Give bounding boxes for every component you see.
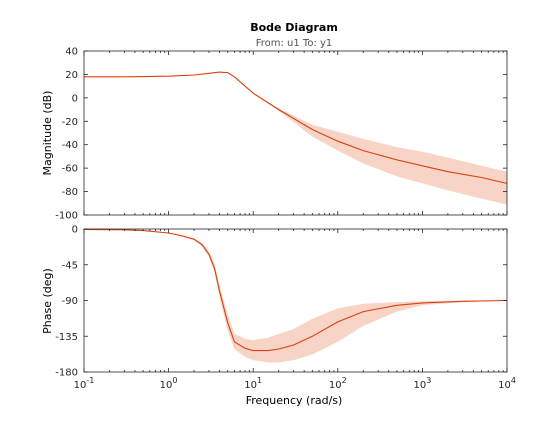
x-tick-exponent: 1 [257, 376, 262, 385]
chart-title: Bode Diagram [250, 21, 338, 34]
x-tick-label: 104 [498, 376, 516, 391]
phase-ytick-label: 0 [72, 225, 78, 236]
magnitude-axes-frame [83, 50, 508, 216]
phase-ytick-label: -45 [62, 260, 78, 271]
magnitude-response-line [84, 71, 507, 184]
x-tick-label: 103 [413, 376, 431, 391]
phase-axis-label: Phase (deg) [41, 268, 54, 334]
x-tick-label: 10-1 [74, 376, 95, 391]
magnitude-ytick-label: -80 [62, 187, 78, 198]
x-tick-base: 10 [74, 380, 87, 391]
magnitude-axis-label: Magnitude (dB) [41, 91, 54, 176]
x-tick-label: 101 [244, 376, 262, 391]
x-tick-exponent: 2 [342, 376, 347, 385]
magnitude-ytick-label: 20 [65, 70, 78, 81]
magnitude-ytick-label: 40 [65, 47, 78, 58]
phase-response-line [84, 229, 507, 352]
x-tick-base: 10 [498, 380, 511, 391]
x-tick-label: 102 [329, 376, 347, 391]
x-tick-label: 100 [160, 376, 178, 391]
x-tick-base: 10 [160, 380, 173, 391]
phase-ytick-label: -90 [62, 296, 78, 307]
x-tick-base: 10 [244, 380, 257, 391]
x-tick-exponent: 0 [172, 376, 177, 385]
magnitude-ytick-label: -60 [62, 164, 78, 175]
phase-confidence-band [84, 229, 507, 363]
x-tick-base: 10 [413, 380, 426, 391]
x-axis-label: Frequency (rad/s) [246, 394, 343, 407]
x-tick-exponent: -1 [86, 376, 94, 385]
phase-ytick-label: -180 [55, 368, 78, 379]
x-tick-exponent: 3 [426, 376, 431, 385]
magnitude-confidence-band [84, 72, 507, 205]
chart-subtitle: From: u1 To: y1 [256, 38, 333, 49]
plot-layer: 40200-20-40-60-80-1000-45-90-135-18010-1… [55, 47, 516, 392]
x-tick-base: 10 [329, 380, 342, 391]
phase-ytick-label: -135 [55, 332, 78, 343]
magnitude-ytick-label: -100 [55, 211, 78, 222]
magnitude-ytick-label: -40 [62, 140, 78, 151]
magnitude-ytick-label: -20 [62, 117, 78, 128]
x-tick-exponent: 4 [511, 376, 516, 385]
magnitude-ytick-label: 0 [72, 93, 78, 104]
